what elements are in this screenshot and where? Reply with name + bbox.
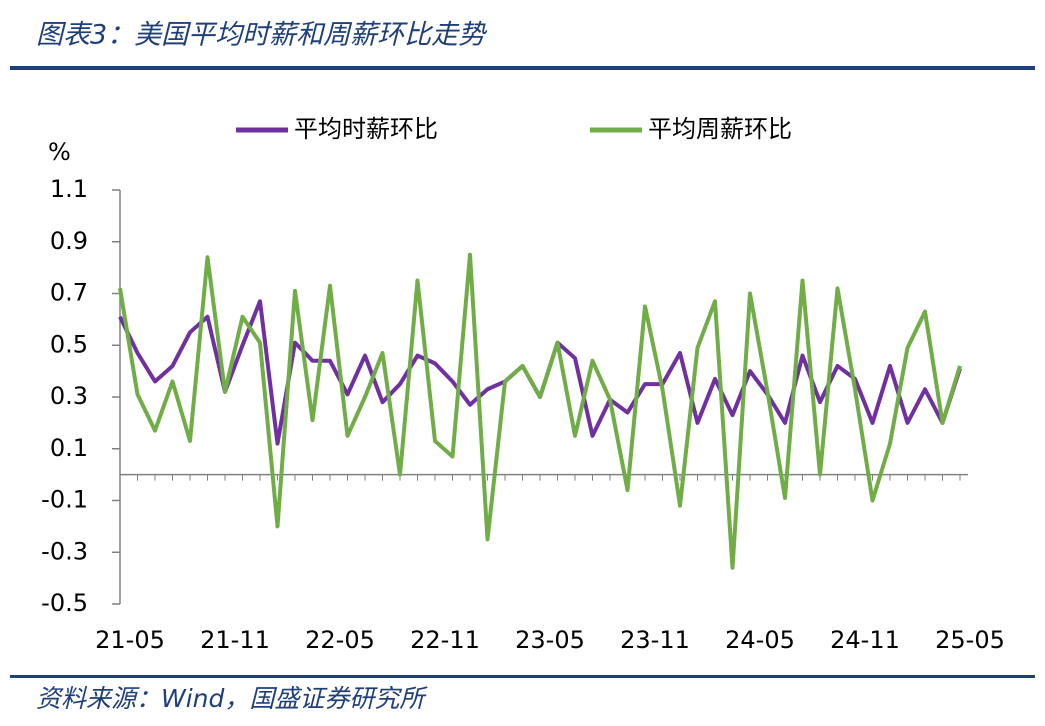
y-tick-label: 0.3 — [50, 382, 88, 410]
y-tick-label: 1.1 — [50, 175, 88, 203]
y-tick-label: -0.3 — [41, 537, 88, 565]
y-tick-label: 0.5 — [50, 330, 88, 358]
legend-label: 平均周薪环比 — [648, 115, 792, 143]
y-tick-label: -0.5 — [41, 589, 88, 617]
footer-rule — [10, 675, 1035, 678]
y-tick-label: 0.9 — [50, 227, 88, 255]
x-tick-label: 22-11 — [410, 626, 480, 654]
legend-label: 平均时薪环比 — [294, 115, 438, 143]
x-tick-label: 24-11 — [830, 626, 900, 654]
x-tick-label: 22-05 — [305, 626, 375, 654]
y-axis-unit: % — [48, 138, 71, 166]
x-tick-label: 21-05 — [95, 626, 165, 654]
y-tick-label: 0.1 — [50, 434, 88, 462]
series-line — [118, 252, 962, 570]
x-tick-label: 21-11 — [200, 626, 270, 654]
x-tick-label: 23-11 — [620, 626, 690, 654]
y-tick-label: 0.7 — [50, 279, 88, 307]
source-note: 资料来源：Wind，国盛证券研究所 — [36, 684, 428, 713]
header-rule — [10, 66, 1035, 70]
x-tick-label: 24-05 — [725, 626, 795, 654]
y-tick-label: -0.1 — [41, 486, 88, 514]
chart-title: 图表3：美国平均时薪和周薪环比走势 — [36, 20, 488, 51]
x-tick-label: 23-05 — [515, 626, 585, 654]
x-tick-label: 25-05 — [935, 626, 1005, 654]
